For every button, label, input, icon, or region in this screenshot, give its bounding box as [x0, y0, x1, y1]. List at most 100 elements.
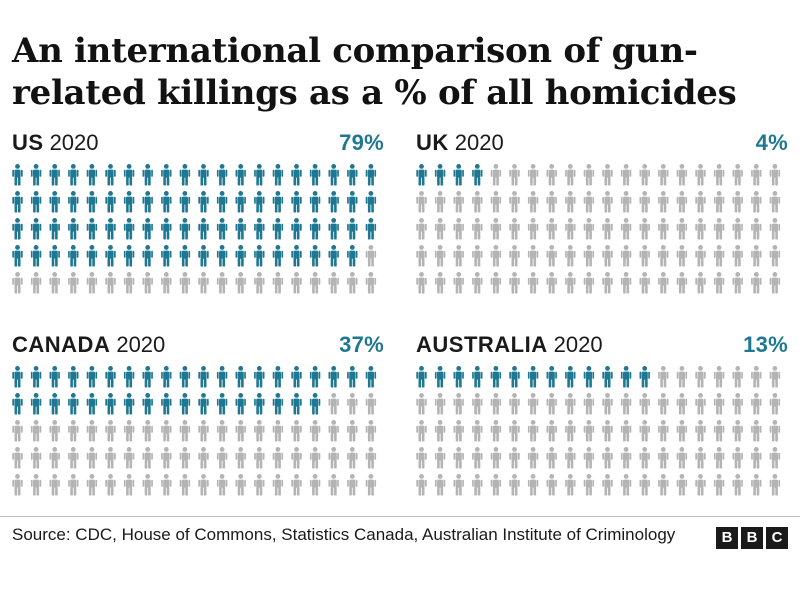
person-icon — [676, 272, 688, 294]
person-icon — [347, 393, 358, 415]
country-label: UK — [416, 130, 449, 155]
person-icon — [453, 474, 464, 496]
person-icon — [583, 474, 595, 496]
person-icon — [291, 164, 302, 186]
person-icon — [254, 366, 265, 388]
person-icon — [546, 366, 557, 388]
person-icon — [527, 366, 539, 388]
person-icon — [30, 272, 42, 294]
person-icon — [695, 164, 706, 186]
person-icon — [583, 393, 595, 415]
person-icon — [272, 191, 284, 213]
person-icon — [179, 420, 191, 442]
person-icon — [583, 420, 595, 442]
person-icon — [30, 447, 42, 469]
person-icon — [49, 393, 60, 415]
person-icon — [142, 393, 153, 415]
person-icon — [86, 474, 98, 496]
person-icon — [161, 191, 172, 213]
person-icon — [546, 272, 557, 294]
person-icon — [30, 366, 42, 388]
person-icon — [235, 474, 246, 496]
person-icon — [49, 474, 60, 496]
person-icon — [347, 420, 358, 442]
person-icon — [161, 366, 172, 388]
person-icon — [309, 218, 321, 240]
person-icon — [713, 245, 725, 267]
person-icon — [416, 191, 427, 213]
person-icon — [86, 420, 98, 442]
person-icon — [161, 393, 172, 415]
person-icon — [179, 245, 191, 267]
person-icon — [12, 393, 23, 415]
person-icon — [434, 420, 446, 442]
person-icon — [254, 420, 265, 442]
person-icon — [123, 366, 135, 388]
person-icon — [527, 164, 539, 186]
person-icon — [695, 366, 706, 388]
person-icon — [509, 420, 520, 442]
person-icon — [309, 393, 321, 415]
person-icon — [732, 245, 743, 267]
person-icon — [713, 164, 725, 186]
person-icon — [453, 447, 464, 469]
person-icon — [490, 366, 502, 388]
logo-letter: B — [741, 527, 763, 549]
year-label: 2020 — [49, 130, 99, 155]
person-icon — [179, 393, 191, 415]
person-icon — [68, 218, 79, 240]
person-icon — [695, 420, 706, 442]
person-icon — [86, 191, 98, 213]
person-icon — [179, 447, 191, 469]
person-icon — [751, 272, 762, 294]
person-icon — [565, 164, 576, 186]
person-icon — [161, 218, 172, 240]
person-icon — [142, 447, 153, 469]
person-icon — [328, 218, 339, 240]
percent-label: 4% — [755, 130, 788, 155]
panel-uk: UK 2020 4% — [416, 128, 788, 298]
pictogram-grid — [416, 366, 781, 496]
person-icon — [732, 474, 743, 496]
person-icon — [565, 474, 576, 496]
person-icon — [676, 393, 688, 415]
person-icon — [254, 245, 265, 267]
person-icon — [732, 447, 743, 469]
person-icon — [161, 245, 172, 267]
person-icon — [490, 218, 502, 240]
person-icon — [658, 191, 669, 213]
person-icon — [472, 447, 483, 469]
person-icon — [639, 245, 650, 267]
footer-divider — [0, 516, 800, 517]
person-icon — [527, 447, 539, 469]
person-icon — [769, 366, 781, 388]
person-icon — [328, 366, 339, 388]
person-icon — [105, 218, 116, 240]
person-icon — [105, 366, 116, 388]
person-icon — [416, 393, 427, 415]
person-icon — [49, 164, 60, 186]
person-icon — [620, 191, 632, 213]
person-icon — [272, 245, 284, 267]
person-icon — [365, 420, 377, 442]
person-icon — [565, 366, 576, 388]
person-icon — [272, 393, 284, 415]
person-icon — [235, 366, 246, 388]
person-icon — [142, 164, 153, 186]
person-icon — [272, 272, 284, 294]
person-icon — [235, 191, 246, 213]
person-icon — [453, 393, 464, 415]
person-icon — [527, 393, 539, 415]
person-icon — [751, 245, 762, 267]
person-icon — [620, 474, 632, 496]
person-icon — [676, 191, 688, 213]
person-icon — [602, 393, 613, 415]
panel-australia: AUSTRALIA 2020 13% — [416, 330, 788, 500]
person-icon — [602, 420, 613, 442]
person-icon — [365, 164, 377, 186]
person-icon — [453, 191, 464, 213]
person-icon — [769, 393, 781, 415]
person-icon — [565, 218, 576, 240]
person-icon — [105, 420, 116, 442]
person-icon — [434, 164, 446, 186]
